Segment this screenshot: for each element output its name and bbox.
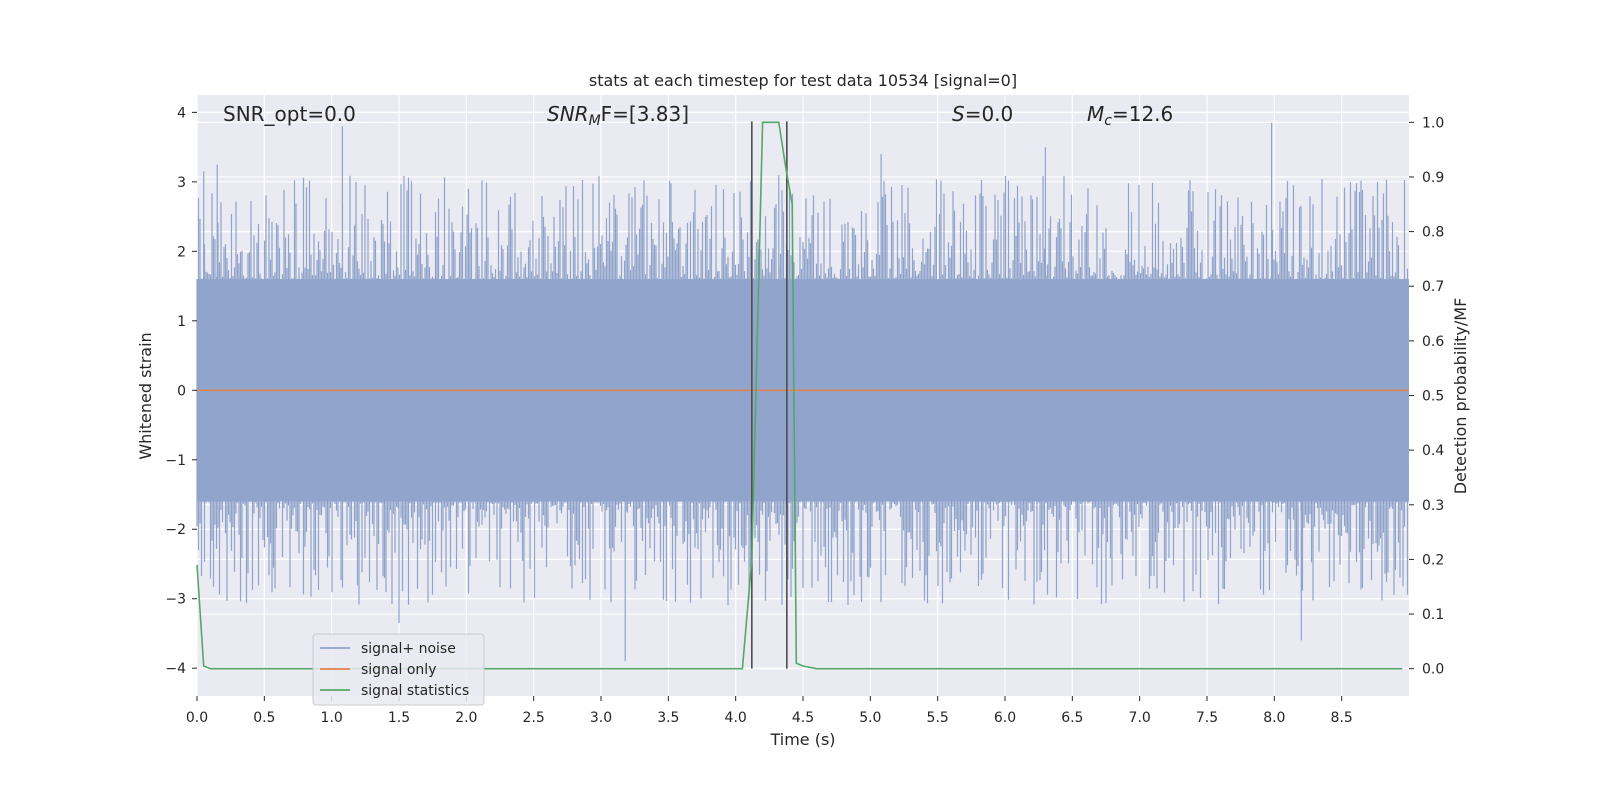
x-tick-label: 5.5 [927,710,949,726]
legend: signal+ noise signal only signal statist… [312,633,485,706]
left-y-tick-label: 4 [177,105,186,121]
x-tick-label: 7.5 [1196,710,1218,726]
annotation-snr-mf: SNRMF=[3.83] [547,102,689,129]
signal-statistics-line [196,121,1403,670]
left-y-tick-label: 3 [177,175,186,191]
x-tick-label: 8.0 [1263,710,1285,726]
x-tick-label: 0.5 [253,710,275,726]
x-tick-label: 2.0 [455,710,477,726]
x-axis-ticks: 0.0 0.5 1.0 1.5 2.0 2.5 3.0 3.5 4.0 4.5 5.0 5.5 6.0 6… [186,696,1353,726]
right-y-tick-label: 0.8 [1422,225,1444,241]
x-tick-label: 3.5 [657,710,679,726]
left-y-tick-label: 1 [177,314,186,330]
x-tick-label: 1.0 [321,710,343,726]
left-y-tick-label: −3 [165,592,186,608]
mc-base: M [1087,102,1104,126]
x-tick-label: 8.5 [1331,710,1353,726]
left-y-tick-label: −2 [165,522,186,538]
x-axis-label: Time (s) [769,730,835,749]
left-y-axis-label: Whitened strain [136,332,155,459]
noise-spikes [196,122,1409,662]
right-y-tick-label: 0.0 [1422,662,1444,678]
x-tick-label: 4.5 [792,710,814,726]
annotation-mc: Mc=12.6 [1087,102,1173,129]
left-y-axis-ticks: −4 −3 −2 −1 0 1 2 3 4 [165,105,197,677]
left-y-tick-label: 0 [177,383,186,399]
x-tick-label: 0.0 [186,710,208,726]
left-y-tick-label: −1 [165,453,186,469]
mc-tail: =12.6 [1112,102,1173,126]
legend-label-signal: signal only [361,662,436,678]
mc-sub: c [1104,113,1112,129]
right-y-tick-label: 0.3 [1422,498,1444,514]
chart-title: stats at each timestep for test data 105… [589,71,1017,90]
x-tick-label: 7.0 [1129,710,1151,726]
right-y-tick-label: 0.4 [1422,443,1444,459]
right-y-tick-label: 0.9 [1422,170,1444,186]
left-y-tick-label: 2 [177,244,186,260]
x-tick-label: 2.5 [523,710,545,726]
annotation-s: S=0.0 [952,102,1013,126]
legend-box [312,633,485,706]
right-y-tick-label: 0.7 [1422,279,1444,295]
annotation-snr-opt: SNR_opt=0.0 [223,102,356,126]
snr-mf-tail: F=[3.83] [601,102,689,126]
right-y-axis-ticks: 0.0 0.1 0.2 0.3 0.4 0.5 0.6 0.7 0.8 0.9 1.0 [1409,115,1444,678]
x-tick-label: 3.0 [590,710,612,726]
right-y-tick-label: 0.6 [1422,334,1444,350]
vertical-markers [751,121,788,669]
right-y-axis-label: Detection probability/MF [1451,298,1470,495]
right-y-tick-label: 0.5 [1422,389,1444,405]
s-tail: =0.0 [965,102,1014,126]
x-tick-label: 4.0 [725,710,747,726]
s-base: S [952,102,965,126]
x-tick-label: 6.5 [1061,710,1083,726]
x-tick-label: 5.0 [859,710,881,726]
right-y-tick-label: 1.0 [1422,115,1444,131]
snr-mf-base: SNR [547,102,589,126]
legend-label-noise: signal+ noise [361,641,456,657]
x-tick-label: 6.0 [994,710,1016,726]
legend-label-stats: signal statistics [361,683,469,699]
x-tick-label: 1.5 [388,710,410,726]
left-y-tick-label: −4 [165,661,186,677]
snr-mf-sub: M [589,113,601,129]
right-y-tick-label: 0.2 [1422,552,1444,568]
right-y-tick-label: 0.1 [1422,607,1444,623]
